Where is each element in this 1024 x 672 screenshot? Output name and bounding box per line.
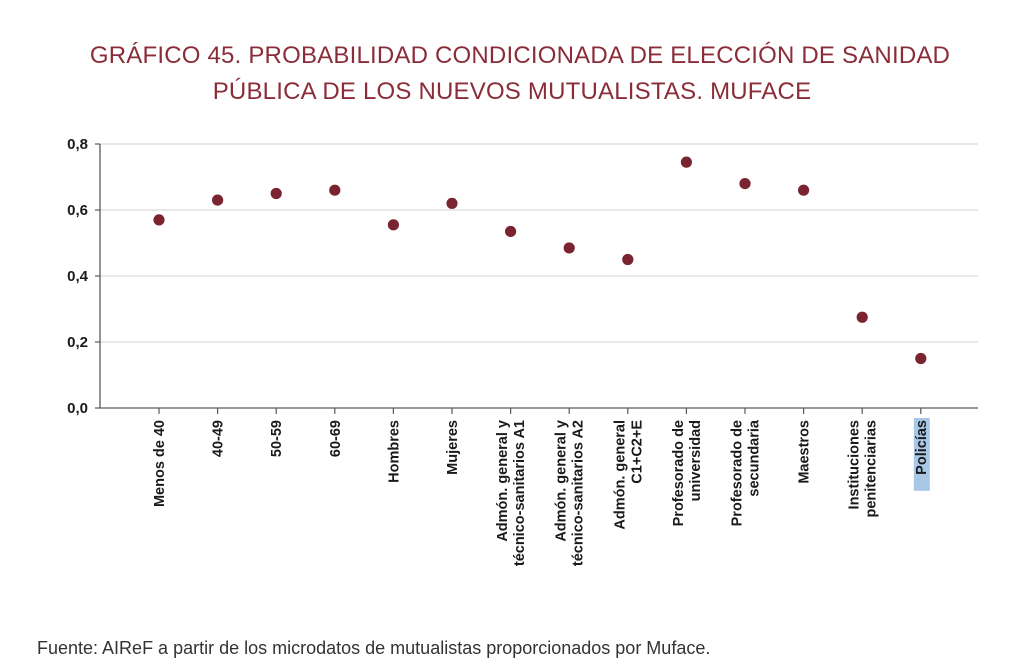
x-tick-label: Profesorado de universidad [671,420,704,526]
x-tick-label: Hombres [386,420,402,483]
x-tick-label-line: Mujeres [445,420,461,475]
x-tick-label: Admón. general y técnico-sanitarios A2 [554,420,587,566]
data-point [739,178,751,190]
y-tick-label: 0,2 [67,334,88,351]
y-tick-label: 0,6 [67,202,88,219]
data-point [329,184,341,196]
x-tick-label: Policías [913,418,930,491]
x-tick-label: Admón. general y técnico-sanitarios A1 [495,420,528,566]
x-tick-label-line: Admón. general y [554,420,570,542]
data-point [798,184,810,196]
label-highlight [913,418,930,491]
x-tick-label: 50-59 [269,420,285,457]
x-tick-label-line: Menos de 40 [152,420,168,507]
x-tick-label-line: técnico-sanitarios A2 [571,420,587,566]
x-tick-label-line: penitenciarias [864,420,880,518]
x-tick-label: Profesorado de secundaria [730,419,763,526]
x-tick-label: Maestros [797,420,813,484]
x-tick-label-line: 40-49 [211,420,227,457]
chart-title-line-2: PÚBLICA DE LOS NUEVOS MUTUALISTAS. MUFAC… [212,78,812,105]
data-point [212,194,224,206]
data-point [270,187,282,200]
x-tick-label-line: Profesorado de [730,420,746,526]
x-tick-label-line: C1+C2+E [629,420,645,484]
x-tick-label-line: Profesorado de [671,420,687,526]
data-point [856,311,868,323]
x-tick-label: 60-69 [328,420,344,457]
data-point [563,242,575,254]
source-note: Fuente: AIReF a partir de los microdatos… [37,638,711,658]
x-tick-label-line: 60-69 [328,420,344,457]
data-point [446,197,458,209]
data-point [153,214,165,226]
x-tick-label: 40-49 [211,420,227,457]
y-tick-label: 0,4 [67,268,89,285]
x-tick-labels: Menos de 40 40-49 50-59 60-69 Hombres Mujeres… [152,418,930,566]
y-tick-labels: 0,0 0,2 0,4 0,6 0,8 [67,136,89,417]
x-tick-label: Mujeres [445,420,461,475]
x-tick-label-line: 50-59 [269,420,285,457]
x-tick-label-line: universidad [688,420,704,501]
data-point [387,219,399,231]
x-tick-label-line: Policías [914,420,930,475]
data-point [915,352,927,365]
data-point [622,253,634,266]
x-tick-label-line: Admón. general y [495,420,511,542]
x-tick-label-line: Instituciones [847,420,863,509]
data-point [505,225,517,238]
x-tick-label: Menos de 40 [152,420,168,507]
data-point [680,156,693,168]
chart-title: GRÁFICO 45. PROBABILIDAD CONDICIONADA DE… [0,38,1024,110]
x-tick-label-line: Hombres [386,420,402,483]
x-tick-label: Instituciones penitenciarias [847,420,880,518]
chart-title-line-1: GRÁFICO 45. PROBABILIDAD CONDICIONADA DE… [89,42,951,69]
data-points [153,156,927,365]
x-tick-label-line: secundaria [747,419,763,496]
y-tick-label: 0,8 [67,136,88,153]
x-tick-label: Admón. general C1+C2+E [612,420,645,530]
axes [95,143,978,414]
x-tick-label-line: técnico-sanitarios A1 [512,420,528,566]
x-tick-label-line: Maestros [797,420,813,484]
grid-lines [100,143,978,343]
x-tick-label-line: Admón. general [612,420,628,530]
y-tick-label: 0,0 [67,400,88,417]
